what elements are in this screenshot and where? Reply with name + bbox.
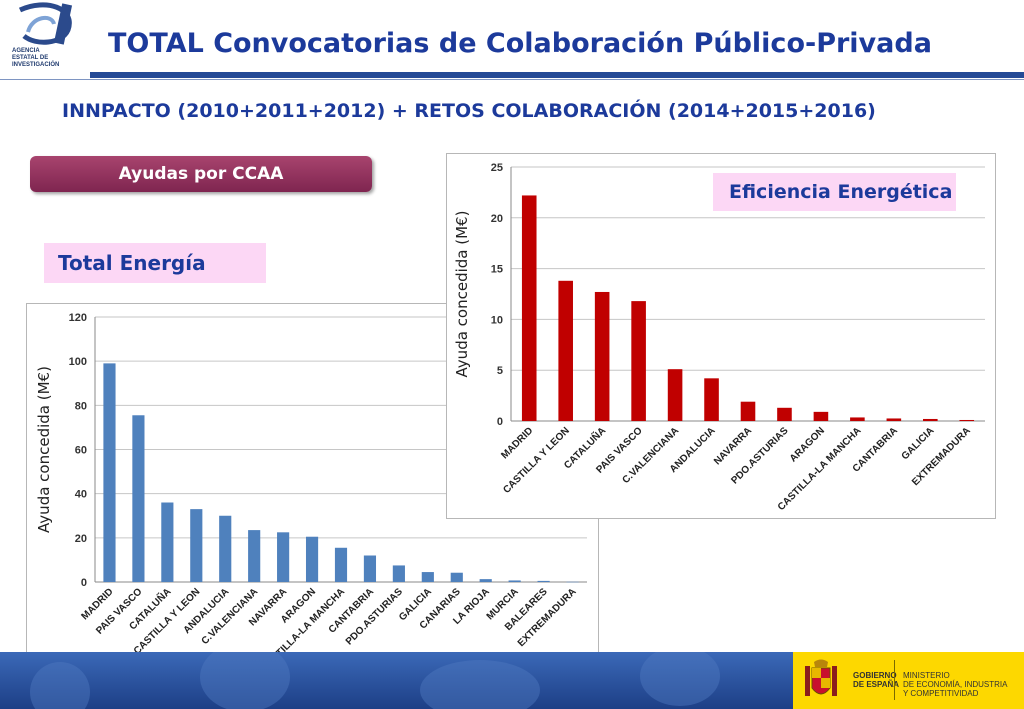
footer-decoration — [640, 652, 720, 706]
logo-line-2: ESTATAL DE — [12, 55, 49, 61]
title-rule-thin — [0, 79, 1024, 80]
ministry-label: MINISTERIO DE ECONOMÍA, INDUSTRIA Y COMP… — [903, 671, 1008, 698]
y-axis-label: Ayuda concedida (M€) — [35, 366, 53, 533]
bar — [219, 515, 232, 582]
y-tick-label: 120 — [69, 312, 87, 324]
spain-coat-of-arms-icon — [805, 659, 837, 696]
government-label: GOBIERNO DE ESPAÑA — [853, 671, 900, 689]
bar — [886, 418, 902, 421]
agency-logo-icon — [18, 2, 73, 45]
y-tick-label: 40 — [75, 489, 87, 501]
y-tick-label: 15 — [491, 264, 503, 276]
bar — [334, 547, 348, 582]
bar — [777, 407, 792, 421]
footer-decoration — [200, 652, 290, 709]
efficiency-label: Eficiencia Energética — [713, 173, 956, 211]
section-badge: Ayudas por CCAA — [30, 156, 372, 192]
bar — [277, 532, 290, 582]
y-tick-label: 20 — [75, 533, 87, 545]
government-logo: GOBIERNO DE ESPAÑA MINISTERIO DE ECONOMÍ… — [793, 652, 1024, 709]
bar — [132, 415, 145, 582]
x-tick-label: CASTILLA Y LEON — [501, 425, 572, 496]
y-tick-label: 10 — [491, 314, 503, 326]
bar — [450, 572, 463, 582]
bar — [421, 572, 434, 582]
footer-decoration — [420, 660, 540, 709]
bar — [923, 418, 938, 421]
bar — [392, 565, 405, 582]
bar — [594, 291, 610, 421]
bar — [667, 369, 683, 421]
y-axis-label: Ayuda concedida (M€) — [453, 211, 471, 378]
total-energy-label: Total Energía — [44, 243, 266, 283]
bar — [521, 195, 537, 421]
efficiency-chart-frame: 0 5 10 15 20 25 MADRID CASTILLA Y LEON CATALUÑA P… — [446, 153, 996, 519]
bar — [631, 301, 646, 421]
y-tick-label: 0 — [497, 416, 503, 428]
bar — [537, 580, 550, 582]
bar — [305, 536, 319, 582]
logo-line-3: INVESTIGACIÓN — [12, 62, 60, 68]
y-tick-label: 25 — [491, 162, 503, 174]
bar — [813, 411, 829, 421]
bar — [558, 280, 573, 421]
logo-line-1: AGENCIA — [12, 48, 40, 54]
y-tick-label: 5 — [497, 365, 503, 377]
bar — [248, 530, 261, 582]
bar — [103, 363, 116, 582]
y-tick-label: 20 — [491, 213, 503, 225]
title-rule — [90, 72, 1024, 78]
footer-decoration — [30, 662, 90, 709]
page-subtitle: INNPACTO (2010+2011+2012) + RETOS COLABO… — [62, 100, 876, 122]
bar — [740, 401, 756, 421]
bar — [363, 555, 377, 582]
y-tick-label: 80 — [75, 400, 87, 412]
x-tick-label: MADRID — [499, 425, 535, 461]
bar — [508, 580, 521, 582]
bar — [704, 378, 719, 421]
y-tick-label: 100 — [69, 356, 87, 368]
y-tick-label: 60 — [75, 445, 87, 457]
bar — [161, 502, 174, 582]
bar — [566, 581, 579, 583]
bar — [190, 509, 203, 582]
x-tick-label: GALICIA — [900, 425, 937, 462]
bar — [479, 579, 492, 582]
page-title: TOTAL Convocatorias de Colaboración Públ… — [108, 28, 932, 59]
bar — [850, 417, 865, 421]
bar — [959, 419, 975, 421]
government-divider — [894, 660, 895, 700]
y-tick-label: 0 — [81, 577, 87, 589]
